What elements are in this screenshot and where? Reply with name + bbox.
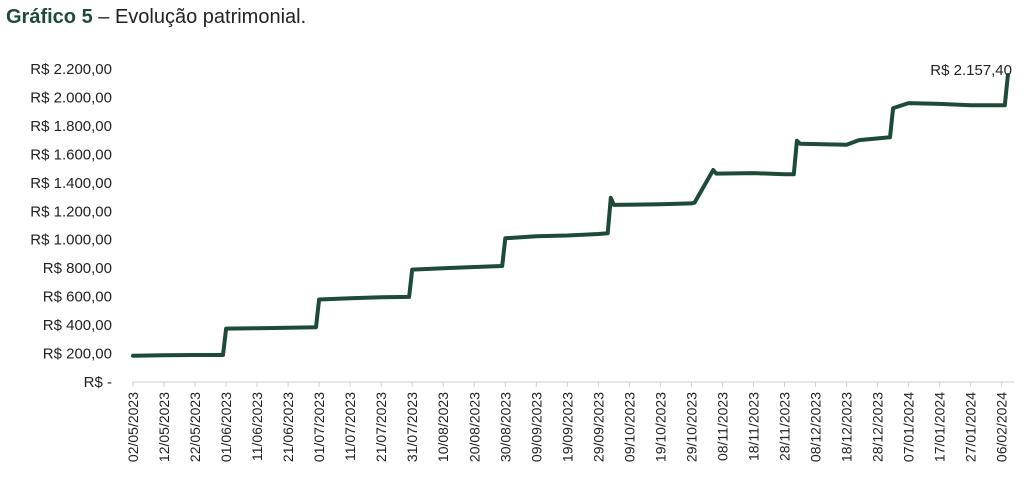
y-tick-label: R$ 2.000,00: [30, 89, 112, 106]
x-tick-label: 07/01/2024: [901, 392, 917, 462]
x-tick-label: 06/02/2024: [994, 392, 1010, 462]
y-tick-label: R$ 800,00: [43, 260, 112, 277]
y-tick-label: R$ 1.600,00: [30, 146, 112, 163]
x-tick-label: 21/07/2023: [373, 392, 389, 462]
x-tick-label: 10/08/2023: [435, 392, 451, 462]
y-tick-label: R$ 2.200,00: [30, 61, 112, 78]
x-tick-label: 22/05/2023: [187, 392, 203, 462]
y-tick-label: R$ 1.800,00: [30, 118, 112, 135]
x-tick-label: 01/06/2023: [218, 392, 234, 462]
x-tick-label: 08/12/2023: [808, 392, 824, 462]
x-tick-label: 29/09/2023: [590, 392, 606, 462]
x-tick-label: 29/10/2023: [683, 392, 699, 462]
y-tick-label: R$ 400,00: [43, 317, 112, 334]
x-tick-label: 09/10/2023: [621, 392, 637, 462]
y-tick-label: R$ 1.000,00: [30, 232, 112, 249]
y-tick-label: R$ 600,00: [43, 289, 112, 306]
x-tick-label: 19/10/2023: [652, 392, 668, 462]
x-tick-label: 17/01/2024: [932, 392, 948, 462]
chart-title-rest: – Evolução patrimonial.: [92, 6, 307, 28]
x-tick-label: 20/08/2023: [466, 392, 482, 462]
x-tick-label: 08/11/2023: [714, 392, 730, 461]
chart-title-bold: Gráfico 5: [6, 6, 93, 28]
x-tick-label: 09/09/2023: [528, 392, 544, 462]
x-tick-label: 12/05/2023: [156, 392, 172, 462]
series-line: [131, 73, 1010, 358]
chart-title: Gráfico 5 – Evolução patrimonial.: [6, 4, 306, 30]
x-tick-label: 18/12/2023: [839, 392, 855, 462]
y-tick-label: R$ 1.200,00: [30, 203, 112, 220]
y-tick-label: R$ 1.400,00: [30, 175, 112, 192]
final-value-label: R$ 2.157,40: [930, 62, 1012, 79]
x-tick-label: 19/09/2023: [559, 392, 575, 462]
x-tick-label: 02/05/2023: [125, 392, 141, 462]
x-tick-label: 28/12/2023: [870, 392, 886, 462]
y-tick-label: R$ -: [84, 374, 112, 391]
x-tick-label: 31/07/2023: [404, 392, 420, 462]
x-tick-label: 28/11/2023: [777, 392, 793, 461]
x-tick-label: 18/11/2023: [745, 392, 761, 461]
y-tick-label: R$ 200,00: [43, 346, 112, 363]
x-tick-label: 27/01/2024: [963, 392, 979, 462]
x-tick-label: 11/07/2023: [342, 392, 358, 461]
x-tick-label: 30/08/2023: [497, 392, 513, 462]
x-tick-label: 11/06/2023: [249, 392, 265, 461]
x-tick-label: 01/07/2023: [311, 392, 327, 462]
x-tick-label: 21/06/2023: [280, 392, 296, 462]
